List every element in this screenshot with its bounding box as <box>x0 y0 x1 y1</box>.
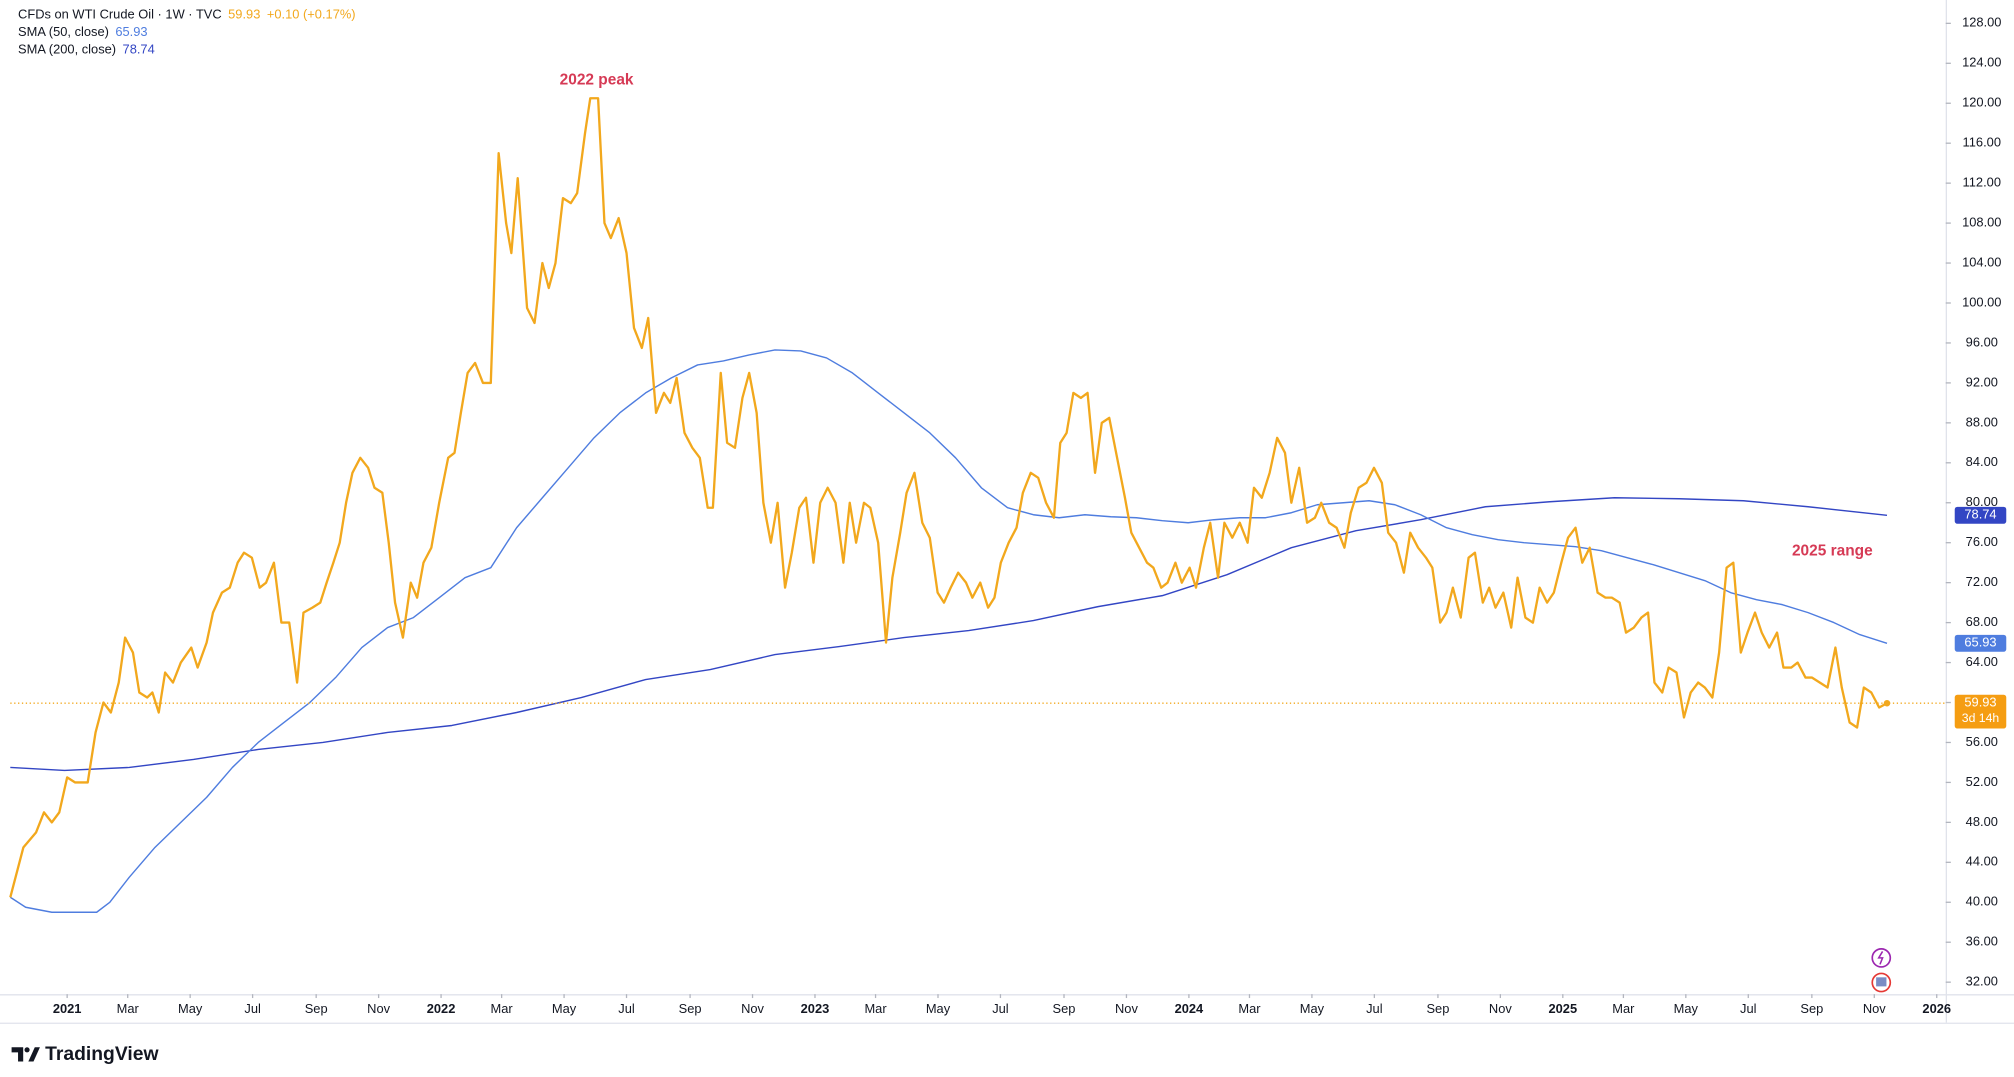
x-tick-label: Nov <box>741 1001 764 1016</box>
price-tag <box>1954 506 2007 524</box>
x-tick-label: Jul <box>618 1001 634 1016</box>
x-tick-label: Sep <box>679 1001 702 1016</box>
y-tick-label: 56.00 <box>1966 734 1998 749</box>
x-tick-label: Mar <box>491 1001 514 1016</box>
x-tick-label: Nov <box>1115 1001 1138 1016</box>
y-tick-label: 124.00 <box>1962 55 2001 70</box>
y-tick-label: 76.00 <box>1966 534 1998 549</box>
y-tick-label: 88.00 <box>1966 414 1998 429</box>
y-tick-label: 80.00 <box>1966 494 1998 509</box>
x-tick-label: Nov <box>367 1001 390 1016</box>
x-tick-label: 2021 <box>53 1001 82 1016</box>
y-tick-label: 100.00 <box>1962 294 2001 309</box>
logo-mark <box>28 1047 40 1062</box>
y-tick-label: 104.00 <box>1962 254 2001 269</box>
x-tick-label: 2024 <box>1175 1001 1204 1016</box>
y-tick-label: 120.00 <box>1962 95 2001 110</box>
countdown-label: 3d 14h <box>1962 711 2000 725</box>
x-tick-label: Mar <box>1612 1001 1635 1016</box>
x-tick-label: 2026 <box>1922 1001 1951 1016</box>
legend-name: SMA (50, close) <box>18 24 109 39</box>
y-tick-label: 128.00 <box>1962 15 2001 30</box>
x-tick-label: May <box>552 1001 577 1016</box>
price-tag <box>1954 634 2007 652</box>
logo-mark <box>24 1047 30 1053</box>
y-tick-label: 108.00 <box>1962 214 2001 229</box>
x-tick-label: Mar <box>1238 1001 1261 1016</box>
last-price-dot <box>1883 699 1891 707</box>
logo: TradingView <box>11 1043 159 1065</box>
annotation: 2025 range <box>1792 543 1873 560</box>
x-tick-label: May <box>1300 1001 1325 1016</box>
icon <box>1877 951 1884 965</box>
x-tick-label: Jul <box>1366 1001 1382 1016</box>
x-tick-label: May <box>178 1001 203 1016</box>
x-tick-label: May <box>1674 1001 1699 1016</box>
legend-value: 78.74 <box>123 42 155 57</box>
y-tick-label: 96.00 <box>1966 334 1998 349</box>
legend-entry: SMA (200, close) 78.74 <box>18 42 155 57</box>
x-tick-label: Sep <box>305 1001 328 1016</box>
x-tick-label: Mar <box>117 1001 140 1016</box>
legend-value: 65.93 <box>115 24 147 39</box>
logo-mark <box>11 1047 24 1062</box>
x-tick-label: Sep <box>1053 1001 1076 1016</box>
legend-name: SMA (200, close) <box>18 42 116 57</box>
brand-name: TradingView <box>45 1043 159 1065</box>
sma-line <box>10 497 1888 772</box>
legend-value: 59.93 <box>228 7 260 22</box>
y-tick-label: 52.00 <box>1966 774 1998 789</box>
x-tick-label: May <box>926 1001 951 1016</box>
price-tag <box>1954 694 2007 729</box>
price-tag-label: 59.93 <box>1964 695 1996 710</box>
y-tick-label: 68.00 <box>1966 614 1998 629</box>
y-tick-label: 72.00 <box>1966 574 1998 589</box>
y-tick-label: 64.00 <box>1966 654 1998 669</box>
y-tick-label: 44.00 <box>1966 854 1998 869</box>
annotation: 2022 peak <box>560 71 634 88</box>
x-tick-label: Sep <box>1426 1001 1449 1016</box>
legend-name: CFDs on WTI Crude Oil · 1W · TVC <box>18 7 222 22</box>
y-tick-label: 32.00 <box>1966 974 1998 989</box>
y-tick-label: 48.00 <box>1966 814 1998 829</box>
y-tick-label: 112.00 <box>1963 175 2001 190</box>
plot-area <box>9 97 1888 913</box>
side-icons <box>1871 948 1892 993</box>
legend-entry: CFDs on WTI Crude Oil · 1W · TVC 59.93 +0.… <box>18 7 356 22</box>
y-tick-label: 116.00 <box>1963 135 2001 150</box>
x-tick-label: 2022 <box>427 1001 456 1016</box>
price-line <box>9 97 1888 898</box>
price-tag-label: 78.74 <box>1964 507 1996 522</box>
x-tick-label: Jul <box>1740 1001 1756 1016</box>
x-tick-label: Jul <box>992 1001 1008 1016</box>
y-tick-label: 40.00 <box>1966 894 1998 909</box>
icon <box>1876 977 1887 987</box>
legend-entry: SMA (50, close) 65.93 <box>18 24 148 39</box>
legend-change: +0.10 (+0.17%) <box>267 7 356 22</box>
price-tag-label: 65.93 <box>1964 635 1996 650</box>
x-tick-label: 2025 <box>1548 1001 1577 1016</box>
x-tick-label: Sep <box>1800 1001 1823 1016</box>
x-tick-label: Nov <box>1863 1001 1886 1016</box>
x-tick-label: 2023 <box>801 1001 830 1016</box>
x-tick-label: Jul <box>244 1001 260 1016</box>
y-tick-label: 36.00 <box>1966 934 1998 949</box>
x-tick-label: Mar <box>864 1001 887 1016</box>
x-tick-label: Nov <box>1489 1001 1512 1016</box>
y-tick-label: 92.00 <box>1966 374 1998 389</box>
y-tick-label: 84.00 <box>1966 454 1998 469</box>
